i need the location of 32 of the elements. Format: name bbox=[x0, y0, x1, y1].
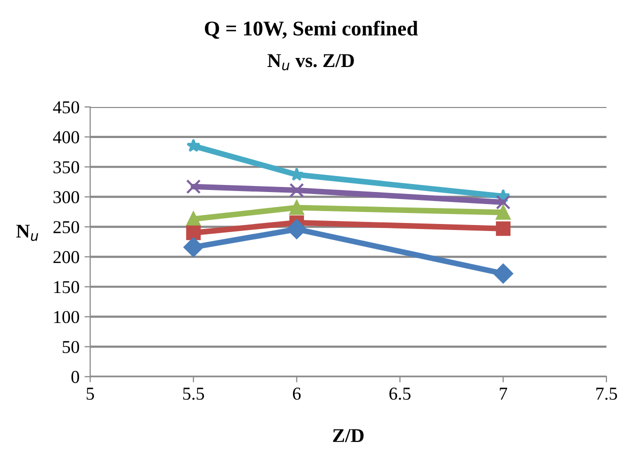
point bbox=[184, 237, 204, 258]
point bbox=[186, 138, 200, 152]
x-tick-label: 6.5 bbox=[389, 388, 411, 400]
point bbox=[186, 212, 201, 226]
y-tick-label: 150 bbox=[54, 281, 80, 294]
point bbox=[493, 264, 514, 284]
y-tick-label: 100 bbox=[54, 310, 80, 324]
point bbox=[496, 205, 510, 220]
y-tick-label: 350 bbox=[54, 161, 80, 174]
point bbox=[186, 179, 201, 194]
y-tick-label: 450 bbox=[53, 101, 80, 114]
x-tick-label: 6 bbox=[292, 388, 301, 400]
point bbox=[496, 194, 510, 210]
point bbox=[186, 226, 201, 240]
point bbox=[286, 219, 307, 240]
x-tick-label: 5.5 bbox=[183, 388, 204, 400]
chart-subtitle: N$_{u}$ vs. Z/D bbox=[268, 54, 354, 70]
x-tick-label: 7 bbox=[500, 388, 508, 400]
y-axis-title: N$_{u}$ bbox=[16, 224, 38, 241]
x-tick-label: 7.5 bbox=[596, 388, 618, 400]
y-tick-label: 50 bbox=[62, 340, 80, 354]
x-tick-label: 5 bbox=[86, 388, 94, 400]
y-tick-label: 0 bbox=[71, 370, 80, 384]
point bbox=[289, 200, 304, 215]
chart-title: Q = 10W, Semi confined bbox=[204, 20, 418, 39]
point bbox=[289, 182, 304, 198]
point bbox=[496, 221, 510, 236]
y-tick-label: 250 bbox=[53, 221, 80, 234]
y-tick-label: 200 bbox=[53, 251, 80, 264]
x-axis-title: Z/D bbox=[333, 429, 364, 442]
y-tick-label: 300 bbox=[54, 191, 80, 204]
y-tick-label: 400 bbox=[53, 131, 80, 144]
